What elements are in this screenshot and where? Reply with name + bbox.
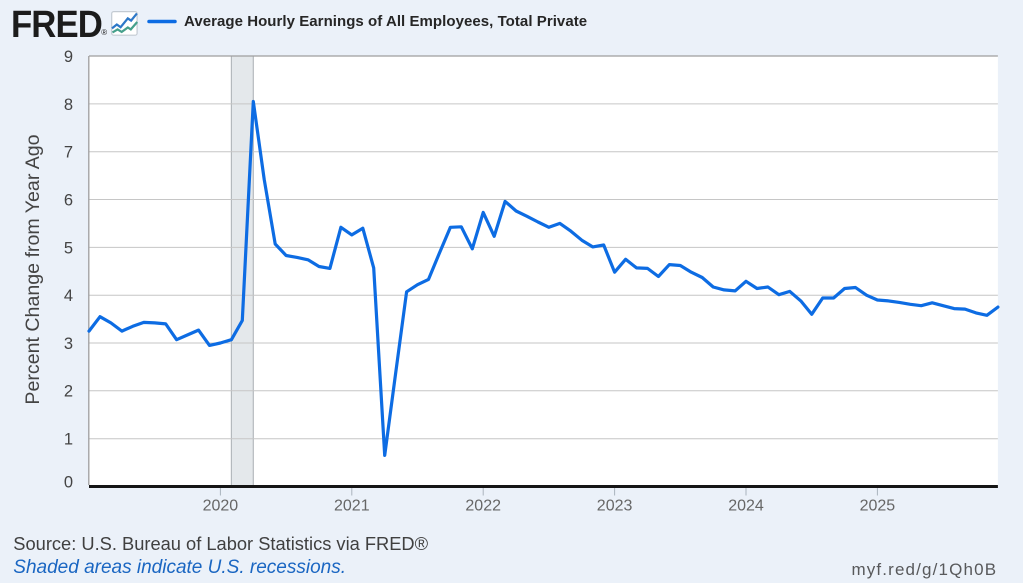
svg-text:2022: 2022 [465, 498, 501, 515]
svg-text:9: 9 [64, 48, 73, 66]
svg-text:2024: 2024 [728, 498, 764, 515]
svg-text:2021: 2021 [334, 498, 370, 515]
svg-text:5: 5 [64, 239, 73, 257]
svg-text:2025: 2025 [860, 498, 896, 515]
svg-text:7: 7 [64, 144, 73, 162]
svg-text:1: 1 [64, 431, 73, 449]
svg-text:2020: 2020 [203, 498, 239, 515]
svg-text:2: 2 [64, 383, 73, 401]
svg-text:8: 8 [64, 96, 73, 114]
svg-text:4: 4 [64, 287, 73, 305]
svg-text:2023: 2023 [597, 498, 633, 515]
svg-text:3: 3 [64, 335, 73, 353]
svg-text:0: 0 [64, 474, 73, 492]
svg-text:Percent Change from Year Ago: Percent Change from Year Ago [22, 134, 44, 404]
svg-text:6: 6 [64, 191, 73, 209]
